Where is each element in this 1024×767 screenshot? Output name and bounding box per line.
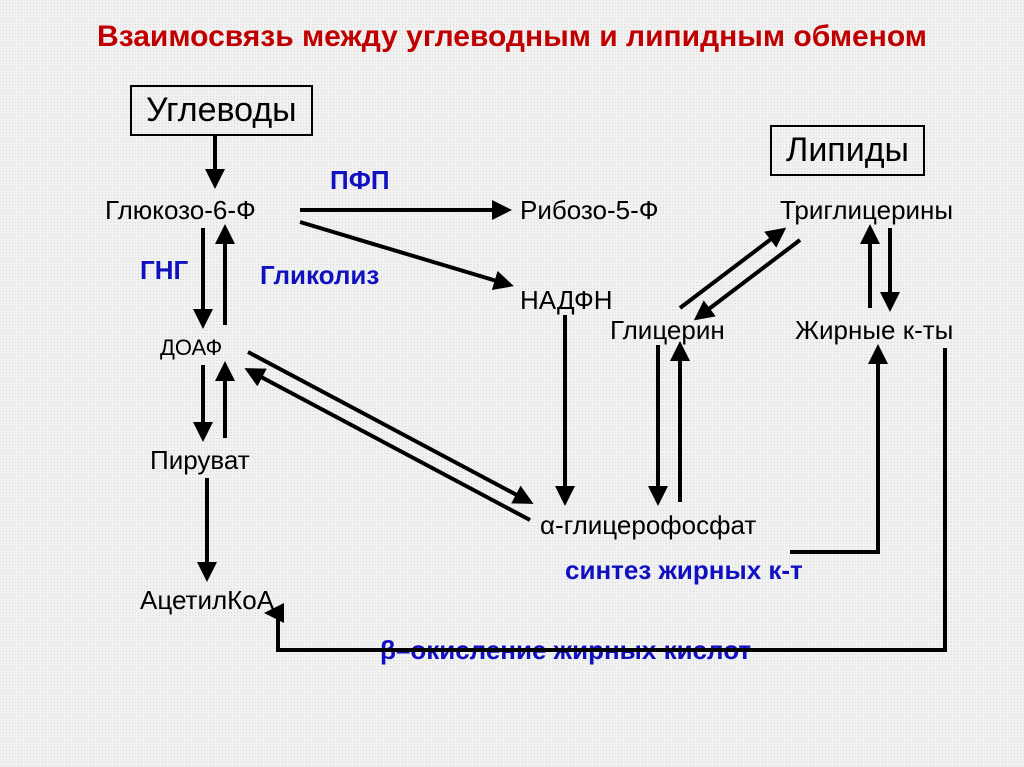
node-aglycero: α-глицерофосфат: [540, 510, 756, 541]
label-synth: синтез жирных к-т: [565, 555, 803, 586]
node-trigly: Триглицерины: [780, 195, 953, 226]
node-fattyacids: Жирные к-ты: [795, 315, 953, 346]
node-r5p: Рибозо-5-Ф: [520, 195, 659, 226]
node-lipids: Липиды: [770, 125, 925, 176]
node-doaf: ДОАФ: [160, 335, 222, 361]
diagram-stage: Взаимосвязь между углеводным и липидным …: [0, 0, 1024, 767]
node-carbs: Углеводы: [130, 85, 313, 136]
label-glycolysis: Гликолиз: [260, 260, 379, 291]
node-g6p: Глюкозо-6-Ф: [105, 195, 256, 226]
label-gng: ГНГ: [140, 255, 188, 286]
node-pyruvate: Пируват: [150, 445, 250, 476]
label-betaox: β–окисление жирных кислот: [380, 635, 751, 666]
label-pfp: ПФП: [330, 165, 390, 196]
diagram-title: Взаимосвязь между углеводным и липидным …: [0, 20, 1024, 54]
node-glycerin: Глицерин: [610, 315, 725, 346]
node-acetylcoa: АцетилКоА: [140, 585, 274, 616]
node-nadph: НАДФН: [520, 285, 613, 316]
